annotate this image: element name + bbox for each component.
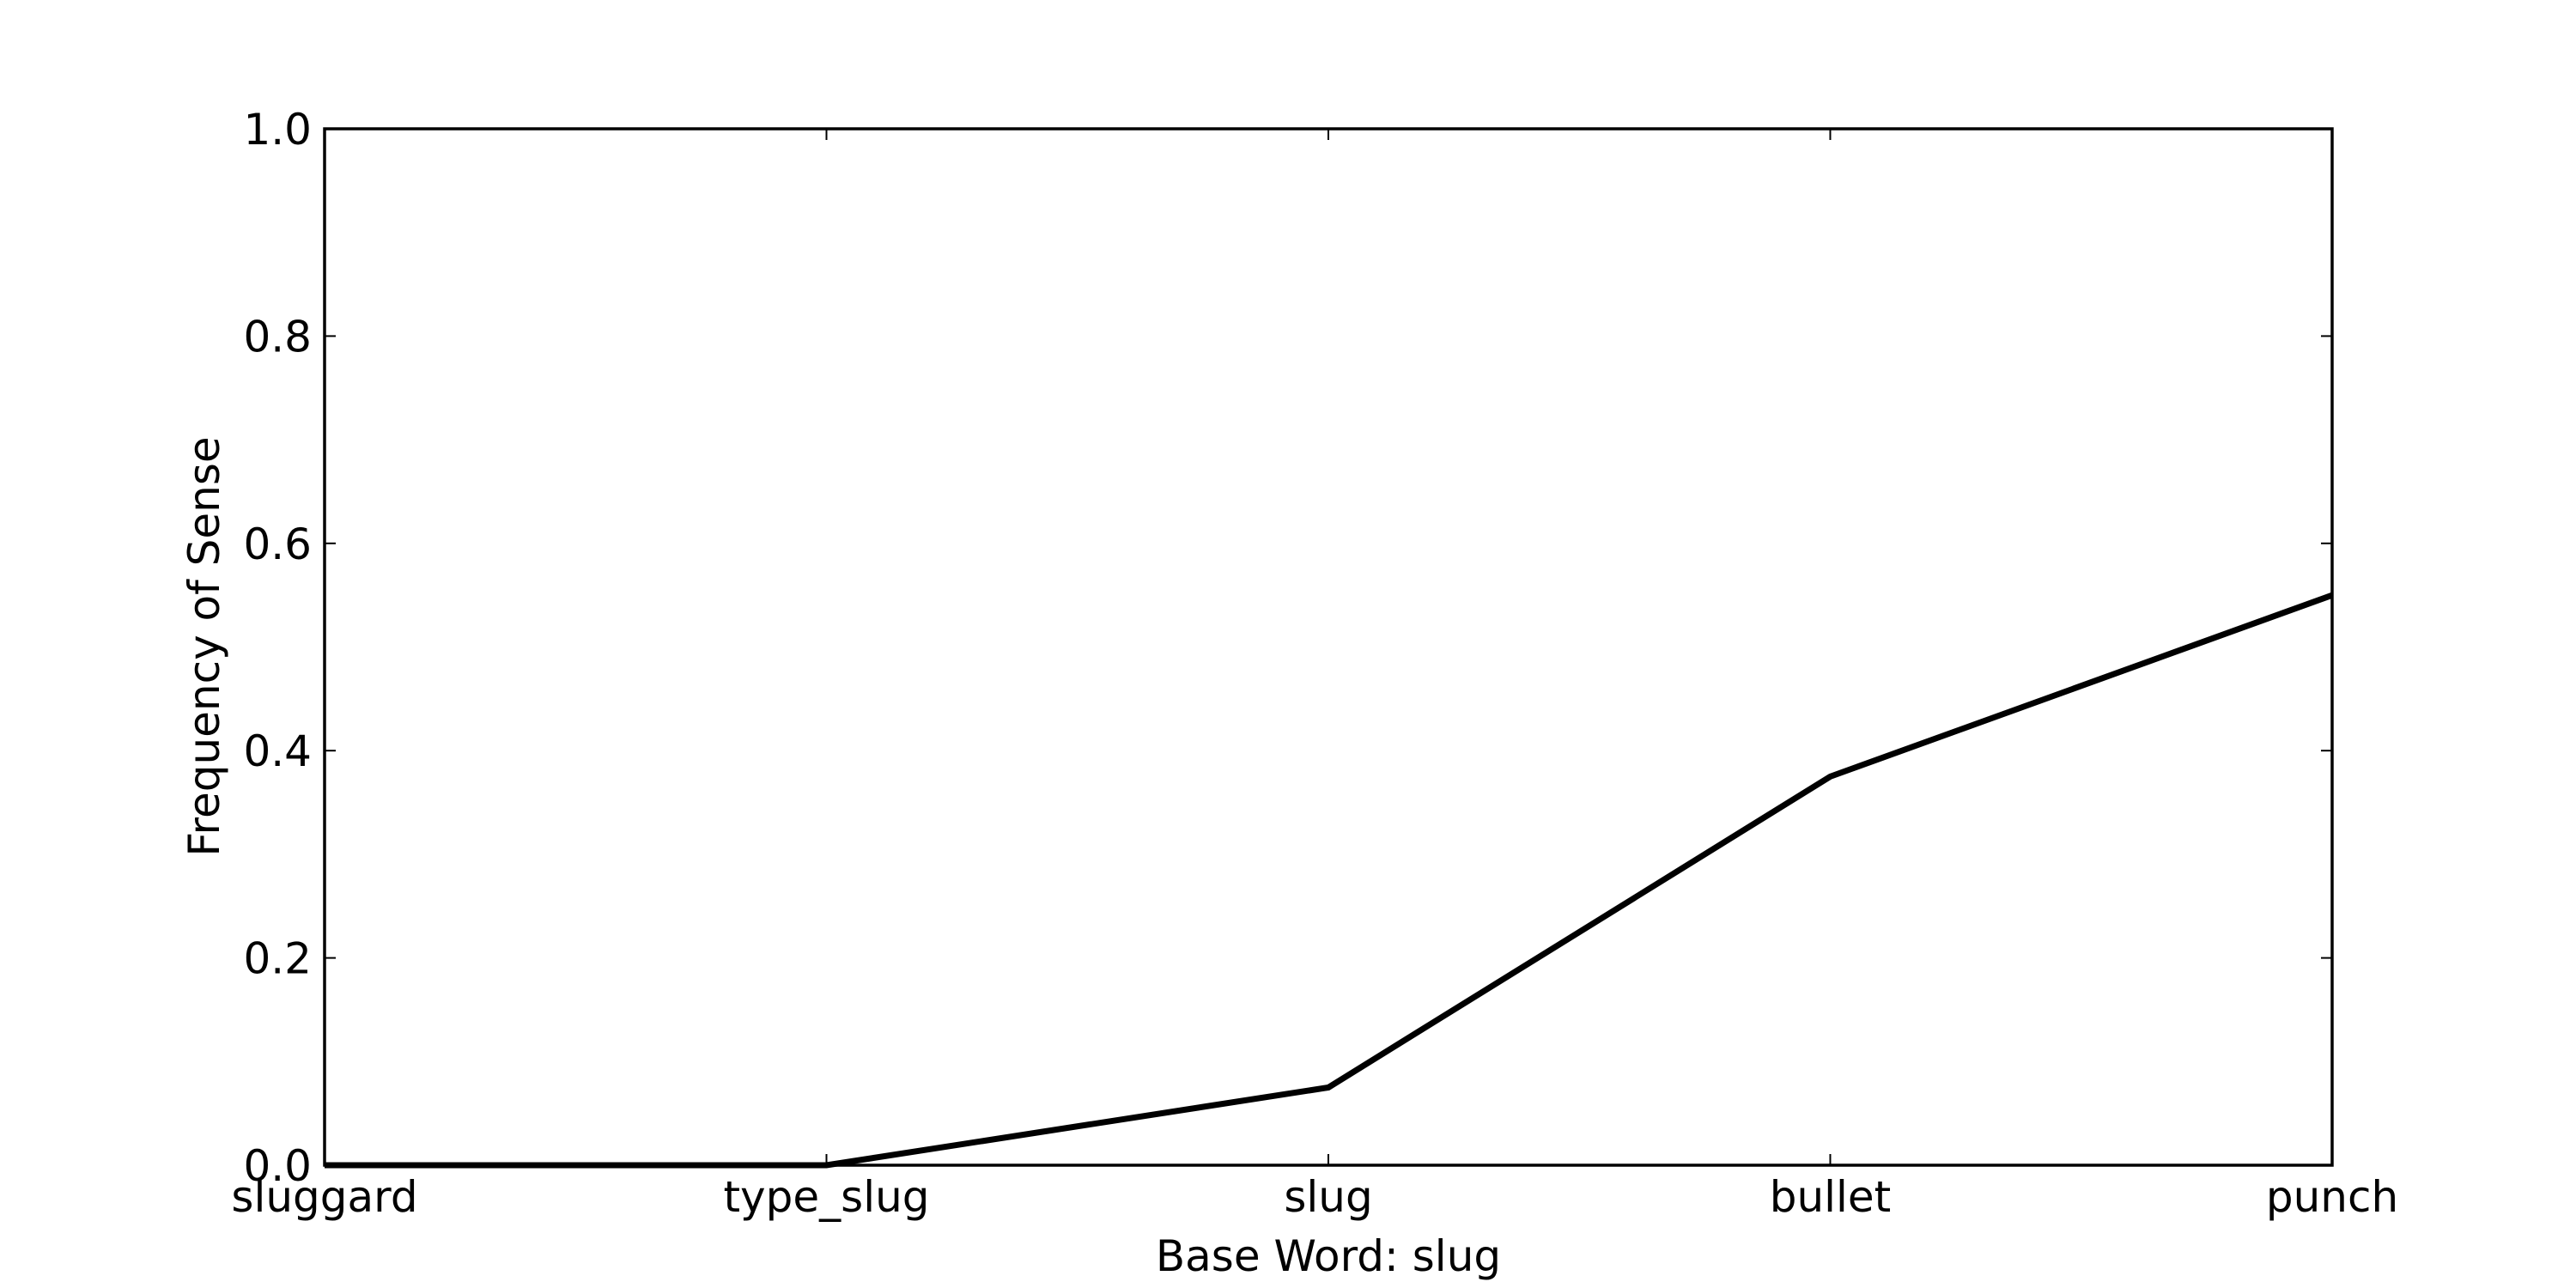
series-layer (325, 592, 2334, 1169)
plot-frame (323, 127, 2334, 1167)
x-tick-label: punch (2266, 1172, 2398, 1222)
y-tick-label: 1.0 (243, 105, 312, 155)
y-tick-label: 0.2 (243, 934, 312, 984)
x-tick-label: sluggard (231, 1172, 417, 1222)
x-tick-labels: sluggard type_slug slug bullet punch (231, 1172, 2398, 1222)
y-tick-labels: 0.0 0.2 0.4 0.6 0.8 1.0 (243, 105, 312, 1191)
y-axis-label: Frequency of Sense (179, 436, 229, 856)
x-axis-label: Base Word: slug (1156, 1231, 1501, 1281)
ticks-layer (324, 128, 2333, 1166)
y-tick-label: 0.4 (243, 726, 312, 776)
series-line (325, 592, 2334, 1169)
x-tick-label: bullet (1770, 1172, 1892, 1222)
y-tick-label: 0.8 (243, 312, 312, 361)
y-tick-label: 0.0 (243, 1141, 312, 1191)
x-tick-label: type_slug (723, 1172, 929, 1222)
x-tick-label: slug (1284, 1172, 1372, 1222)
y-tick-label: 0.6 (243, 519, 312, 569)
